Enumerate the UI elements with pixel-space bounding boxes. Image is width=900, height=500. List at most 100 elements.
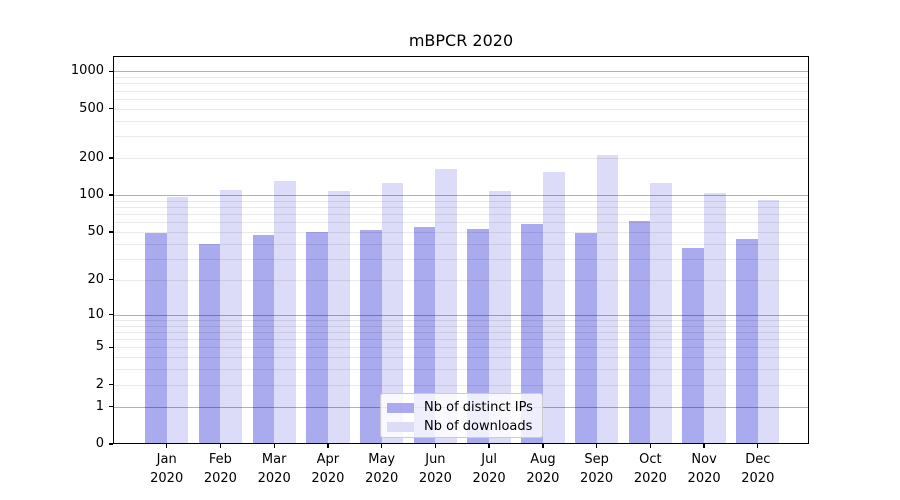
bar-nb-of-downloads-jul-2020 <box>489 191 511 444</box>
bar-nb-of-distinct-ips-jul-2020 <box>467 228 490 444</box>
bar-nb-of-distinct-ips-jan-2020 <box>145 233 167 444</box>
legend-swatch-distinct-ips <box>387 402 414 413</box>
bar-nb-of-downloads-mar-2020 <box>274 181 296 444</box>
x-tick-label-apr-2020: Apr 2020 <box>311 452 345 486</box>
y-tick-mark-200 <box>108 157 113 159</box>
y-tick-label-1000: 1000 <box>70 63 104 79</box>
x-tick-label-oct-2020: Oct 2020 <box>633 452 667 486</box>
bar-nb-of-downloads-apr-2020 <box>327 191 350 444</box>
y-tick-label-200: 200 <box>79 149 104 165</box>
y-tick-mark-0 <box>108 443 113 445</box>
y-gridline-minor-400 <box>113 120 809 122</box>
y-gridline-minor-5 <box>113 347 809 349</box>
x-tick-mark-mar-2020 <box>273 444 275 448</box>
x-tick-label-feb-2020: Feb 2020 <box>203 452 237 486</box>
y-tick-mark-20 <box>108 279 113 281</box>
y-tick-label-100: 100 <box>79 187 104 203</box>
legend-item-downloads: Nb of downloads <box>387 418 535 435</box>
x-tick-mark-jul-2020 <box>488 444 490 448</box>
x-tick-mark-feb-2020 <box>219 444 222 448</box>
bar-nb-of-downloads-oct-2020 <box>650 183 673 444</box>
y-gridline-minor-6 <box>113 339 809 340</box>
y-gridline-minor-80 <box>113 207 809 208</box>
y-gridline-minor-200 <box>113 157 809 159</box>
bar-nb-of-distinct-ips-sep-2020 <box>574 233 597 444</box>
bar-nb-of-downloads-dec-2020 <box>757 200 780 444</box>
y-gridline-minor-700 <box>113 90 809 92</box>
x-tick-label-mar-2020: Mar 2020 <box>257 452 291 486</box>
grid-layer <box>113 56 809 444</box>
bar-nb-of-downloads-may-2020 <box>381 183 404 444</box>
x-tick-label-aug-2020: Aug 2020 <box>526 452 560 486</box>
x-tick-mark-nov-2020 <box>703 444 705 448</box>
x-tick-label-jun-2020: Jun 2020 <box>418 452 452 486</box>
bar-nb-of-distinct-ips-oct-2020 <box>628 221 651 444</box>
x-tick-mark-oct-2020 <box>649 444 652 448</box>
legend-label-distinct-ips: Nb of distinct IPs <box>424 400 533 415</box>
y-gridline-minor-2 <box>113 384 809 386</box>
bar-nb-of-distinct-ips-may-2020 <box>360 229 382 444</box>
bar-nb-of-distinct-ips-aug-2020 <box>521 224 543 444</box>
bar-nb-of-downloads-feb-2020 <box>220 190 243 444</box>
bar-nb-of-distinct-ips-feb-2020 <box>198 243 221 444</box>
y-gridline-minor-7 <box>113 331 809 333</box>
x-tick-mark-jun-2020 <box>434 444 437 448</box>
x-tick-mark-sep-2020 <box>595 444 598 448</box>
y-gridline-minor-800 <box>113 83 809 85</box>
y-gridline-minor-90 <box>113 200 809 202</box>
y-gridline-major-10 <box>113 314 809 316</box>
y-tick-mark-500 <box>108 108 113 110</box>
legend-swatch-downloads <box>387 421 414 432</box>
bar-nb-of-distinct-ips-jun-2020 <box>413 226 436 444</box>
bar-nb-of-downloads-nov-2020 <box>704 192 726 444</box>
y-tick-mark-100 <box>108 194 113 196</box>
bar-nb-of-downloads-aug-2020 <box>542 171 565 444</box>
bar-nb-of-distinct-ips-dec-2020 <box>736 238 758 444</box>
x-tick-mark-dec-2020 <box>757 444 759 448</box>
x-tick-label-dec-2020: Dec 2020 <box>741 452 775 486</box>
y-gridline-minor-30 <box>113 258 809 260</box>
y-gridline-minor-600 <box>113 98 809 100</box>
y-gridline-minor-9 <box>113 319 809 321</box>
y-gridline-minor-60 <box>113 222 809 224</box>
x-tick-mark-aug-2020 <box>542 444 544 448</box>
plot-area <box>113 56 809 444</box>
y-gridline-minor-20 <box>113 279 809 281</box>
y-gridline-major-1000 <box>113 71 809 73</box>
y-tick-mark-1 <box>108 405 113 408</box>
y-tick-label-0: 0 <box>95 436 104 451</box>
bar-nb-of-distinct-ips-apr-2020 <box>306 231 328 444</box>
y-tick-label-500: 500 <box>79 100 104 116</box>
y-gridline-minor-500 <box>113 108 809 110</box>
x-tick-label-sep-2020: Sep 2020 <box>580 452 614 486</box>
y-tick-mark-1000 <box>108 70 113 72</box>
y-tick-mark-5 <box>108 346 113 349</box>
y-gridline-minor-40 <box>113 243 809 245</box>
bar-nb-of-downloads-sep-2020 <box>596 155 619 444</box>
y-gridline-minor-900 <box>113 77 809 78</box>
y-tick-mark-50 <box>108 231 113 233</box>
y-tick-mark-2 <box>108 384 113 386</box>
y-gridline-minor-8 <box>113 325 809 327</box>
y-gridline-minor-300 <box>113 136 809 138</box>
bars-layer <box>113 56 809 444</box>
y-tick-label-20: 20 <box>87 271 104 287</box>
y-tick-label-10: 10 <box>87 306 104 322</box>
y-gridline-minor-3 <box>113 369 809 371</box>
x-tick-label-may-2020: May 2020 <box>365 452 399 486</box>
y-gridline-major-100 <box>113 195 809 197</box>
y-tick-label-2: 2 <box>95 376 104 392</box>
x-tick-label-jul-2020: Jul 2020 <box>472 452 506 486</box>
y-gridline-minor-4 <box>113 357 809 359</box>
bar-nb-of-downloads-jun-2020 <box>435 168 458 444</box>
y-tick-label-5: 5 <box>95 339 104 355</box>
chart-title: mBPCR 2020 <box>408 31 514 50</box>
y-gridline-minor-70 <box>113 214 809 216</box>
x-tick-mark-apr-2020 <box>327 444 329 448</box>
legend-item-distinct-ips: Nb of distinct IPs <box>387 399 535 416</box>
y-gridline-minor-50 <box>113 231 809 233</box>
x-tick-mark-jan-2020 <box>166 444 168 448</box>
bar-nb-of-downloads-jan-2020 <box>166 196 189 444</box>
x-tick-label-jan-2020: Jan 2020 <box>150 452 184 486</box>
y-tick-label-1: 1 <box>95 398 104 414</box>
